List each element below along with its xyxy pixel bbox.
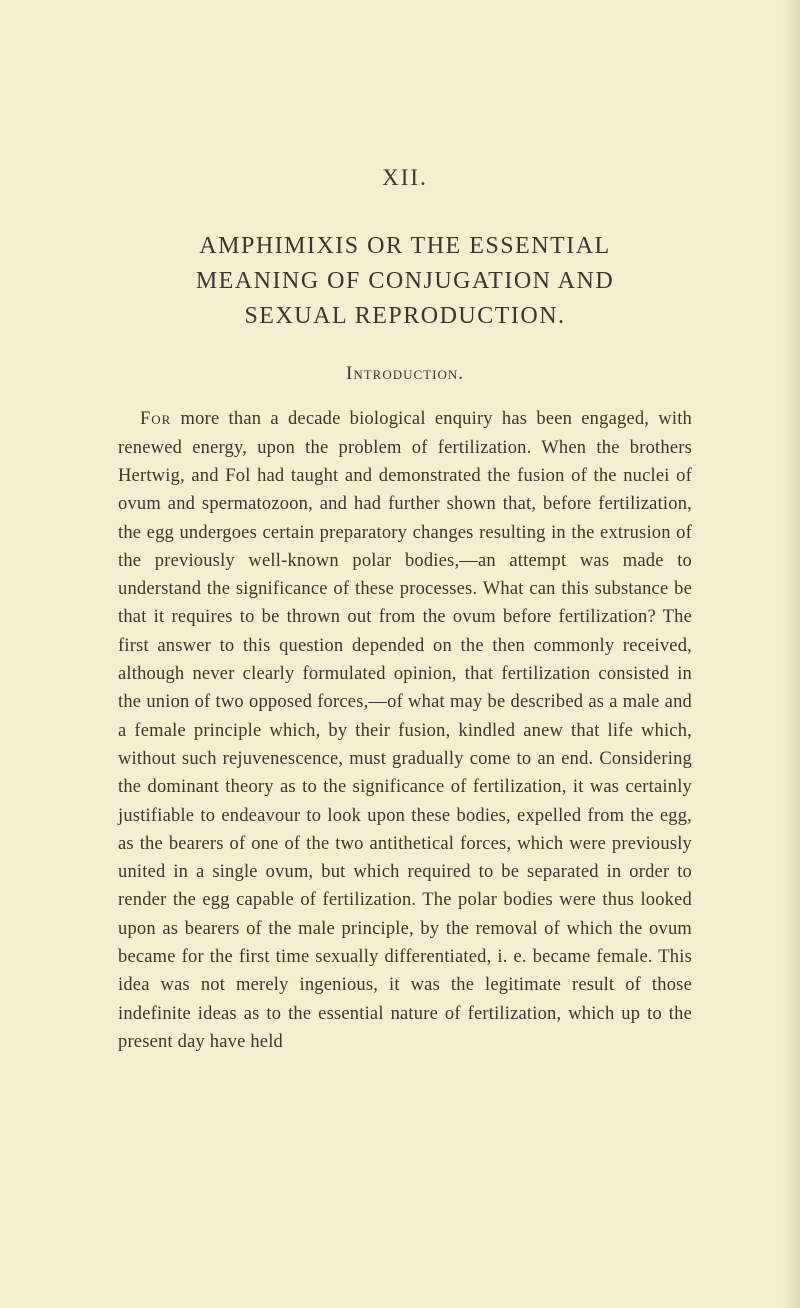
- document-page: XII. AMPHIMIXIS OR THE ESSENTIAL MEANING…: [0, 0, 800, 1116]
- chapter-number: XII.: [118, 165, 692, 191]
- body-text-content: more than a decade biological enquiry ha…: [118, 409, 692, 1052]
- page-shadow: [782, 0, 800, 1308]
- title-line-3: SEXUAL REPRODUCTION.: [244, 303, 565, 329]
- chapter-title: AMPHIMIXIS OR THE ESSENTIAL MEANING OF C…: [118, 229, 692, 333]
- body-paragraph: For more than a decade biological enquir…: [118, 405, 692, 1056]
- title-line-2: MEANING OF CONJUGATION AND: [196, 268, 614, 294]
- section-subtitle: Introduction.: [118, 363, 692, 385]
- first-word: For: [140, 409, 171, 429]
- title-line-1: AMPHIMIXIS OR THE ESSENTIAL: [199, 233, 610, 259]
